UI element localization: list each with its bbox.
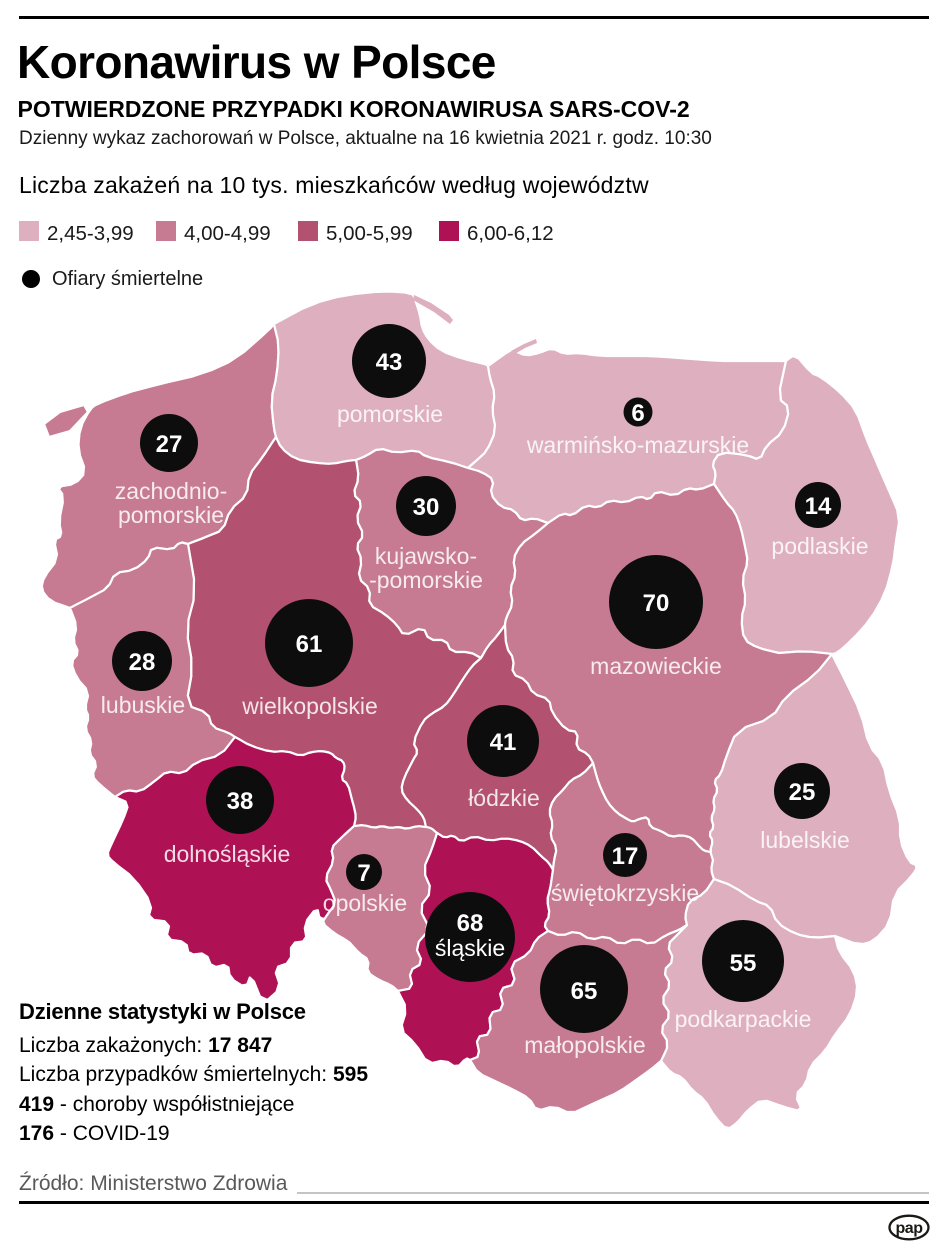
svg-text:17: 17 (612, 843, 639, 870)
svg-text:łódzkie: łódzkie (468, 785, 540, 811)
svg-text:41: 41 (490, 729, 517, 756)
svg-text:lubuskie: lubuskie (101, 692, 185, 718)
svg-text:wielkopolskie: wielkopolskie (241, 693, 378, 719)
svg-text:pomorskie: pomorskie (337, 401, 443, 427)
svg-text:podkarpackie: podkarpackie (675, 1006, 812, 1032)
svg-text:świętokrzyskie: świętokrzyskie (551, 880, 699, 906)
svg-text:65: 65 (571, 978, 598, 1005)
svg-text:lubelskie: lubelskie (760, 827, 850, 853)
svg-text:30: 30 (413, 494, 440, 521)
svg-text:14: 14 (805, 493, 832, 520)
svg-text:-pomorskie: -pomorskie (369, 567, 483, 593)
svg-text:zachodnio-: zachodnio- (115, 478, 228, 504)
svg-text:38: 38 (227, 788, 254, 815)
svg-text:6: 6 (631, 400, 644, 427)
svg-text:70: 70 (643, 590, 670, 617)
svg-text:mazowieckie: mazowieckie (590, 653, 722, 679)
svg-text:śląskie: śląskie (435, 935, 505, 961)
svg-text:pap: pap (896, 1220, 924, 1237)
svg-text:warmińsko-mazurskie: warmińsko-mazurskie (526, 432, 749, 458)
svg-text:małopolskie: małopolskie (524, 1032, 645, 1058)
svg-text:28: 28 (129, 649, 156, 676)
svg-text:pomorskie: pomorskie (118, 502, 224, 528)
svg-text:kujawsko-: kujawsko- (375, 543, 477, 569)
svg-text:7: 7 (357, 860, 370, 887)
svg-text:68: 68 (457, 910, 484, 937)
svg-text:43: 43 (376, 349, 403, 376)
svg-text:61: 61 (296, 631, 323, 658)
svg-text:podlaskie: podlaskie (771, 533, 868, 559)
svg-text:27: 27 (156, 431, 183, 458)
svg-text:opolskie: opolskie (323, 890, 407, 916)
svg-text:25: 25 (789, 779, 816, 806)
svg-text:dolnośląskie: dolnośląskie (164, 841, 291, 867)
svg-text:55: 55 (730, 950, 757, 977)
